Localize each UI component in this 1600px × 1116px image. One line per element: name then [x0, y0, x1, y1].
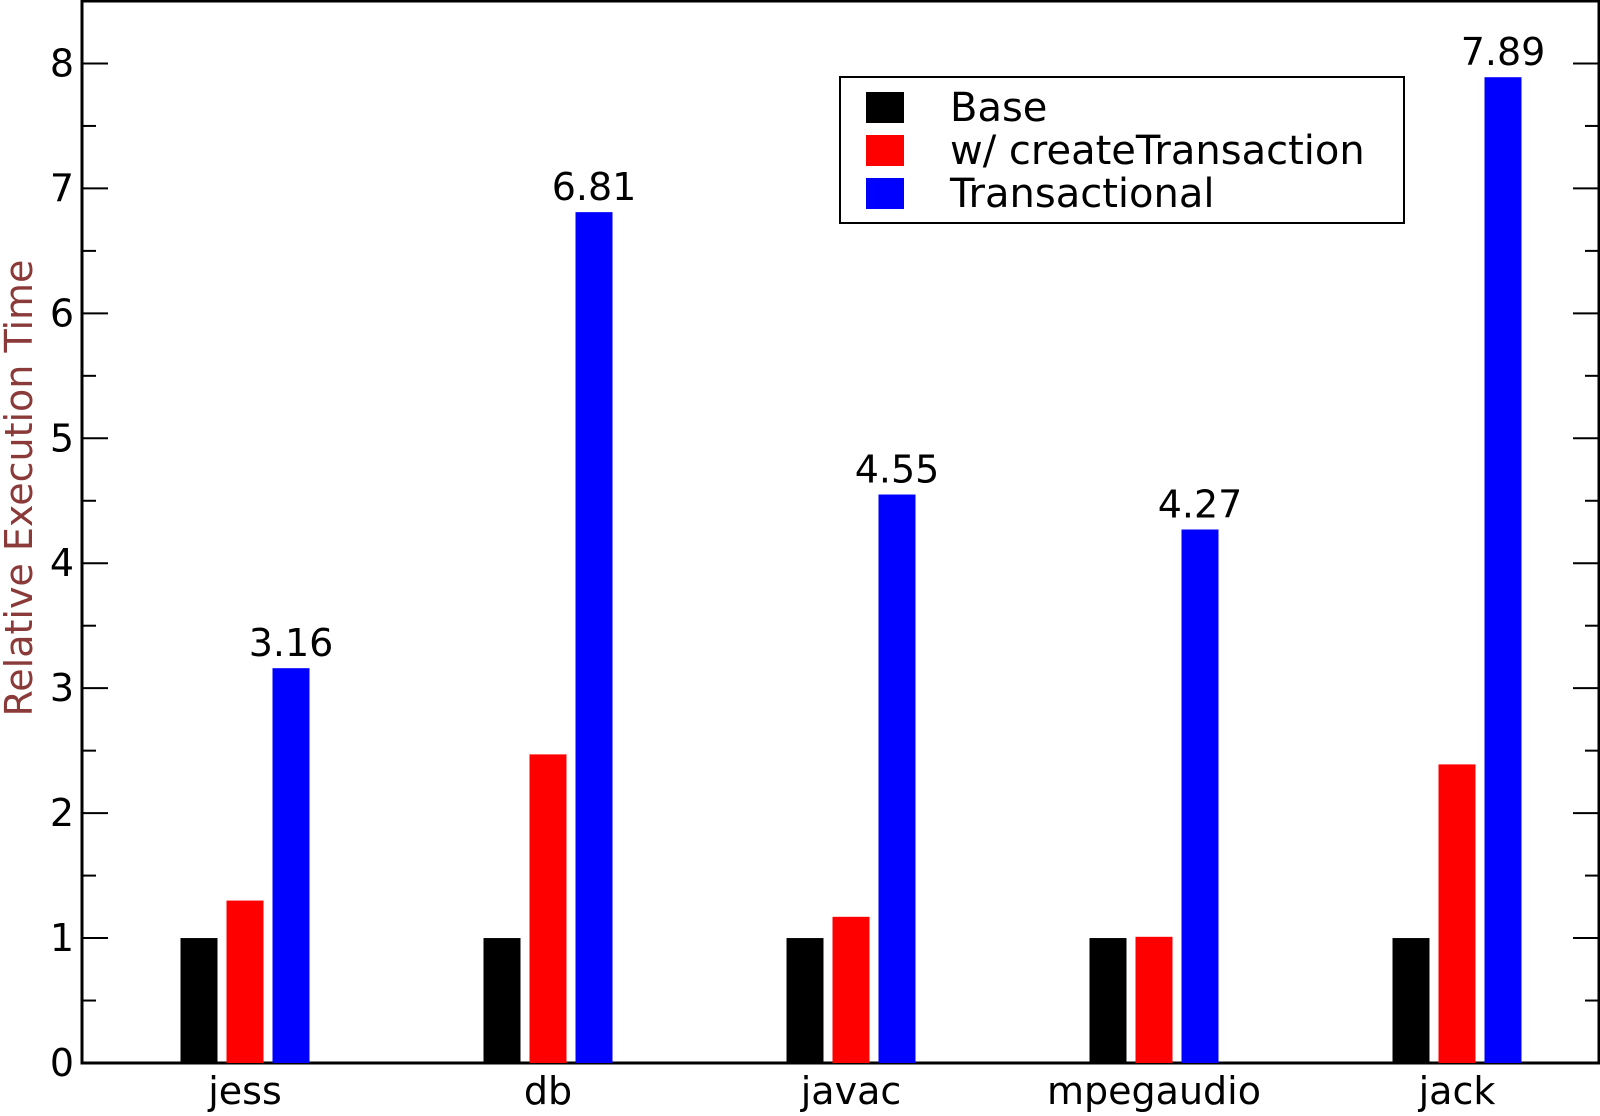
legend-swatch	[866, 178, 904, 209]
bar-jack-0	[1392, 938, 1430, 1063]
legend-swatch	[866, 92, 904, 123]
y-tick-label: 2	[50, 791, 74, 835]
legend-label: w/ createTransaction	[950, 128, 1365, 174]
data-label: 4.27	[1158, 483, 1243, 527]
x-tick-label: jess	[207, 1069, 282, 1113]
x-tick-label: jack	[1418, 1069, 1496, 1113]
bar-javac-0	[786, 938, 824, 1063]
bar-javac-2	[878, 494, 916, 1063]
y-tick-label: 8	[50, 41, 74, 85]
bar-jess-2	[272, 668, 310, 1063]
axis-ticks	[82, 0, 1599, 1064]
bar-db-1	[529, 754, 567, 1063]
bar-jack-2	[1484, 77, 1522, 1064]
data-label: 6.81	[552, 165, 637, 209]
y-tick-label: 4	[50, 541, 74, 585]
data-label: 4.55	[855, 448, 940, 492]
y-tick-label: 0	[50, 1041, 74, 1085]
bar-jess-1	[226, 900, 264, 1063]
y-axis-label: Relative Execution Time	[0, 260, 41, 717]
legend-swatch	[866, 135, 904, 166]
legend-label: Base	[950, 85, 1047, 131]
bar-mpegaudio-2	[1181, 529, 1219, 1063]
x-tick-label: mpegaudio	[1047, 1069, 1261, 1113]
x-tick-label: db	[524, 1069, 572, 1113]
data-label: 3.16	[249, 621, 334, 665]
y-tick-label: 1	[50, 916, 74, 960]
bar-jess-0	[180, 938, 218, 1063]
x-tick-label: javac	[800, 1069, 902, 1113]
bar-db-2	[575, 212, 613, 1064]
legend-box	[839, 76, 1405, 224]
y-tick-label: 6	[50, 291, 74, 335]
y-tick-label: 7	[50, 166, 74, 210]
y-tick-label: 5	[50, 416, 74, 460]
bar-mpegaudio-0	[1089, 938, 1127, 1063]
bars	[180, 77, 1522, 1064]
legend-label: Transactional	[949, 171, 1214, 217]
bar-db-0	[483, 938, 521, 1063]
data-label: 7.89	[1461, 30, 1546, 74]
bar-jack-1	[1438, 764, 1476, 1063]
y-tick-label: 3	[50, 666, 74, 710]
bar-javac-1	[832, 916, 870, 1063]
labels: 0 1 2 3 4 5 6 7 8 jess 3.16 db 6.81 javac 4.55 mpegaudi…	[50, 30, 1545, 1113]
bar-mpegaudio-1	[1135, 936, 1173, 1063]
